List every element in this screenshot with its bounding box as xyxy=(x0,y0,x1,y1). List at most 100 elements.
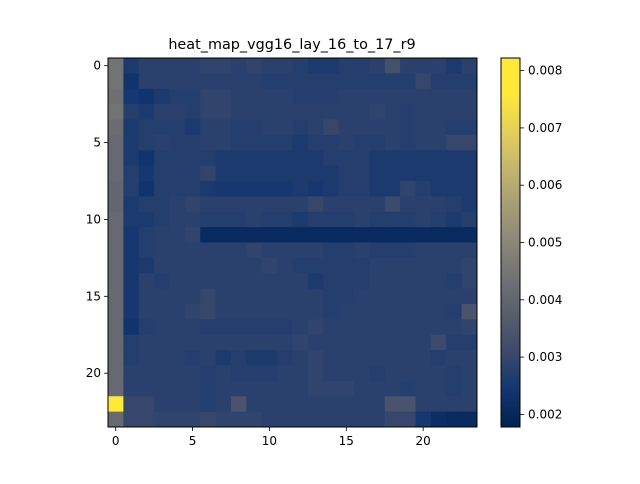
heatmap-cell xyxy=(123,181,140,197)
heatmap-cell xyxy=(154,211,170,228)
colorbar-tick-label: 0.003 xyxy=(528,350,562,364)
heatmap-cell xyxy=(154,365,170,382)
heatmap-cell xyxy=(246,134,263,151)
heatmap-cell xyxy=(123,134,140,151)
heatmap-cell xyxy=(261,119,278,136)
heatmap-cell xyxy=(307,88,324,105)
heatmap-cell xyxy=(154,350,170,366)
heatmap-cell xyxy=(200,196,217,213)
heatmap-cell xyxy=(307,165,324,182)
heatmap-cell xyxy=(292,58,309,74)
heatmap-cell xyxy=(415,365,432,382)
heatmap-cell xyxy=(400,150,416,167)
heatmap-cell xyxy=(369,350,386,366)
heatmap-cell xyxy=(323,196,340,213)
heatmap-cell xyxy=(261,58,278,74)
colorbar-tick-label: 0.007 xyxy=(528,121,562,135)
heatmap-cell xyxy=(215,319,232,336)
heatmap-cell xyxy=(169,119,186,136)
heatmap-cell xyxy=(369,119,386,136)
heatmap-cell xyxy=(430,304,447,320)
heatmap-cell xyxy=(307,334,324,351)
heatmap-cell xyxy=(461,58,478,74)
heatmap-cell xyxy=(154,150,170,167)
heatmap-cell xyxy=(184,396,201,413)
heatmap-cell xyxy=(231,288,247,305)
heatmap-cell xyxy=(461,73,478,90)
heatmap-cell xyxy=(292,211,309,228)
heatmap-cell xyxy=(415,319,432,336)
heatmap-cell xyxy=(400,304,416,320)
y-tick-label: 20 xyxy=(86,366,101,380)
heatmap-cell xyxy=(430,334,447,351)
heatmap-cell xyxy=(184,350,201,366)
heatmap-cell xyxy=(108,365,124,382)
heatmap-cell xyxy=(354,58,370,74)
heatmap-cell xyxy=(384,304,401,320)
heatmap-cell xyxy=(369,304,386,320)
heatmap-cell xyxy=(400,257,416,274)
heatmap-cell xyxy=(184,150,201,167)
heatmap-cell xyxy=(461,257,478,274)
heatmap-cell xyxy=(307,73,324,90)
heatmap-cell xyxy=(123,119,140,136)
heatmap-cell xyxy=(307,242,324,259)
heatmap-cell xyxy=(400,396,416,413)
heatmap-cell xyxy=(461,165,478,182)
heatmap-cell xyxy=(154,380,170,397)
heatmap-cell xyxy=(200,273,217,290)
heatmap-cell xyxy=(215,119,232,136)
heatmap-cell xyxy=(261,134,278,151)
heatmap-cell xyxy=(138,288,155,305)
heatmap-cell xyxy=(338,134,355,151)
heatmap-cell xyxy=(138,334,155,351)
heatmap-cell xyxy=(246,119,263,136)
heatmap-cell xyxy=(261,242,278,259)
heatmap-cell xyxy=(154,411,170,428)
heatmap-cell xyxy=(277,119,293,136)
heatmap-cell xyxy=(184,196,201,213)
x-tick-label: 10 xyxy=(262,434,277,448)
heatmap-cell xyxy=(277,288,293,305)
heatmap-cell xyxy=(184,334,201,351)
heatmap-cell xyxy=(307,396,324,413)
heatmap-cell xyxy=(400,288,416,305)
heatmap-cell xyxy=(184,134,201,151)
heatmap-cell xyxy=(415,380,432,397)
heatmap-cell xyxy=(261,257,278,274)
heatmap-cell xyxy=(292,134,309,151)
heatmap-cell xyxy=(446,411,463,428)
heatmap-cell xyxy=(138,73,155,90)
heatmap-cell xyxy=(400,73,416,90)
heatmap-cell xyxy=(200,380,217,397)
heatmap-cell xyxy=(384,211,401,228)
heatmap-cell xyxy=(446,196,463,213)
heatmap-cell xyxy=(292,242,309,259)
heatmap-cell xyxy=(154,334,170,351)
heatmap-cell xyxy=(369,150,386,167)
heatmap-cell xyxy=(369,411,386,428)
heatmap-cell xyxy=(108,396,124,413)
y-tick-label: 5 xyxy=(93,136,101,150)
heatmap-cell xyxy=(123,304,140,320)
heatmap-cell xyxy=(461,150,478,167)
heatmap-cell xyxy=(323,411,340,428)
heatmap-cell xyxy=(400,211,416,228)
heatmap-cell xyxy=(261,165,278,182)
heatmap-cell xyxy=(108,104,124,120)
heatmap-cell xyxy=(307,134,324,151)
heatmap-cell xyxy=(461,242,478,259)
heatmap-cell xyxy=(277,165,293,182)
heatmap-cell xyxy=(108,257,124,274)
y-tick-label: 10 xyxy=(86,212,101,226)
heatmap-cell xyxy=(384,227,401,243)
heatmap-cell xyxy=(108,119,124,136)
heatmap-cell xyxy=(231,58,247,74)
heatmap-cell xyxy=(323,350,340,366)
heatmap-cell xyxy=(277,150,293,167)
heatmap-cell xyxy=(123,350,140,366)
heatmap-cell xyxy=(277,73,293,90)
heatmap-cell xyxy=(369,196,386,213)
heatmap-cell xyxy=(277,211,293,228)
heatmap-cell xyxy=(215,58,232,74)
